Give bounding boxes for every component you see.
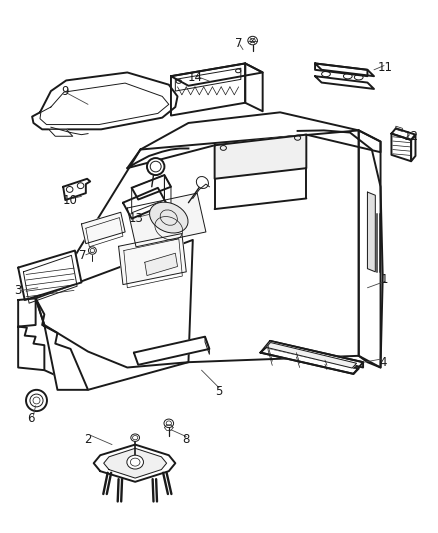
Ellipse shape: [26, 390, 47, 411]
Text: 1: 1: [381, 273, 389, 286]
Polygon shape: [104, 448, 166, 478]
Ellipse shape: [196, 176, 208, 189]
Ellipse shape: [88, 247, 96, 254]
Polygon shape: [81, 212, 125, 244]
Polygon shape: [367, 192, 375, 272]
Polygon shape: [123, 188, 166, 219]
Polygon shape: [171, 63, 245, 116]
Text: 5: 5: [215, 385, 223, 398]
Ellipse shape: [131, 434, 140, 441]
Polygon shape: [127, 193, 206, 247]
Text: 12: 12: [403, 130, 419, 143]
Polygon shape: [94, 445, 175, 482]
Polygon shape: [32, 72, 177, 130]
Text: 10: 10: [63, 193, 78, 207]
Polygon shape: [392, 128, 416, 140]
Polygon shape: [18, 298, 35, 327]
Polygon shape: [315, 63, 374, 76]
Polygon shape: [18, 251, 81, 300]
Polygon shape: [205, 337, 209, 354]
Polygon shape: [164, 425, 173, 430]
Text: 7: 7: [235, 37, 242, 50]
Polygon shape: [35, 298, 88, 390]
Text: 11: 11: [378, 61, 392, 74]
Ellipse shape: [164, 419, 173, 427]
Polygon shape: [134, 337, 209, 365]
Polygon shape: [119, 233, 186, 285]
Text: 14: 14: [187, 71, 202, 84]
Polygon shape: [25, 240, 193, 390]
Polygon shape: [245, 63, 263, 111]
Polygon shape: [315, 76, 374, 89]
Polygon shape: [411, 135, 416, 161]
Ellipse shape: [149, 202, 188, 233]
Polygon shape: [35, 131, 359, 368]
Polygon shape: [49, 130, 73, 136]
Polygon shape: [266, 343, 357, 368]
Text: 9: 9: [62, 85, 69, 98]
Polygon shape: [132, 175, 171, 199]
Polygon shape: [270, 341, 363, 368]
Ellipse shape: [127, 455, 144, 469]
Polygon shape: [171, 63, 263, 86]
Polygon shape: [145, 253, 177, 276]
Text: 7: 7: [79, 249, 87, 262]
Ellipse shape: [248, 36, 258, 45]
Polygon shape: [359, 131, 381, 368]
Ellipse shape: [147, 158, 164, 175]
Text: 4: 4: [379, 356, 386, 369]
Polygon shape: [392, 134, 411, 161]
Polygon shape: [164, 175, 171, 212]
Text: 13: 13: [129, 212, 144, 225]
Polygon shape: [215, 135, 306, 179]
Polygon shape: [18, 327, 44, 370]
Polygon shape: [261, 341, 363, 374]
Text: 8: 8: [183, 433, 190, 446]
Polygon shape: [261, 348, 359, 374]
Polygon shape: [127, 112, 381, 168]
Text: 6: 6: [27, 411, 34, 424]
Text: 3: 3: [14, 284, 22, 297]
Polygon shape: [315, 63, 367, 76]
Text: 2: 2: [84, 433, 92, 446]
Polygon shape: [63, 179, 90, 200]
